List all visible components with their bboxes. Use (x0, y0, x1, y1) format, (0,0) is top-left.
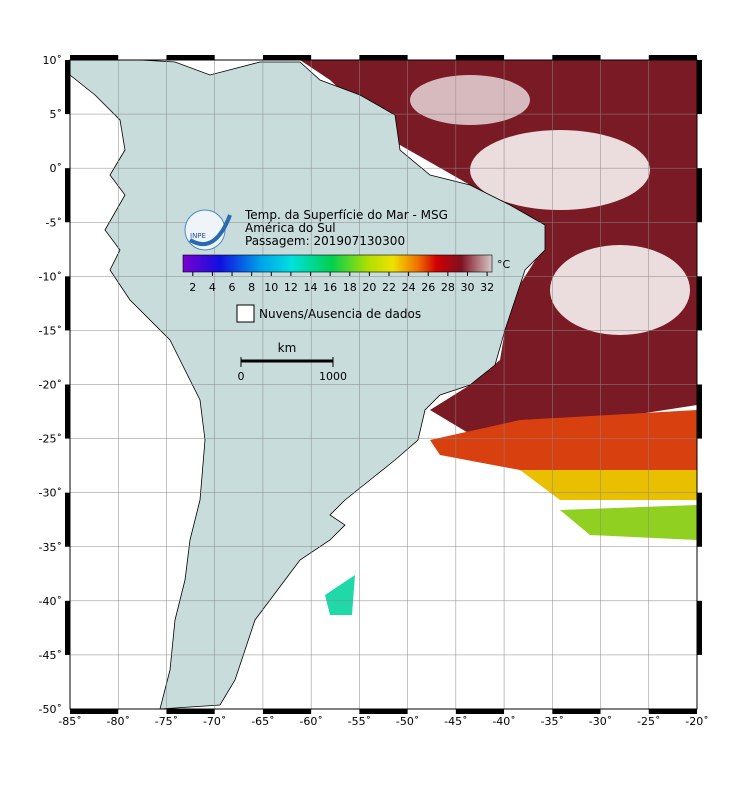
x-tick-label: -45˚ (444, 715, 467, 728)
frame-segment (697, 384, 702, 439)
x-tick-label: -65˚ (251, 715, 274, 728)
colorbar-tick-label: 32 (480, 281, 494, 294)
colorbar-tick-label: 28 (441, 281, 455, 294)
x-tick-label: -50˚ (396, 715, 419, 728)
frame-segment (697, 276, 702, 331)
x-tick-label: -70˚ (203, 715, 226, 728)
cloud (550, 245, 690, 335)
frame-segment (697, 60, 702, 115)
y-tick-label: 5˚ (50, 108, 63, 121)
y-tick-label: -40˚ (39, 595, 62, 608)
x-tick-label: -85˚ (58, 715, 81, 728)
colorbar-tick-label: 12 (284, 281, 298, 294)
frame-segment (697, 600, 702, 655)
x-tick-label: -40˚ (492, 715, 515, 728)
cloud (470, 130, 650, 210)
y-tick-label: -25˚ (39, 433, 62, 446)
frame-segment (359, 709, 408, 714)
y-tick-label: -35˚ (39, 541, 62, 554)
legend-swatch (236, 304, 255, 323)
colorbar-tick-label: 24 (402, 281, 416, 294)
frame-segment (65, 384, 70, 439)
frame-segment (70, 709, 119, 714)
scale-tick-label: 0 (238, 370, 245, 383)
frame-segment (552, 55, 601, 60)
y-tick-label: 0˚ (50, 162, 63, 175)
frame-segment (262, 709, 312, 714)
colorbar-unit: °C (497, 258, 511, 271)
sst-yellow (520, 470, 697, 500)
x-tick-label: -75˚ (155, 715, 178, 728)
frame-segment (455, 709, 505, 714)
frame-border (65, 55, 702, 714)
title: Temp. da Superfície do Mar - MSG (244, 208, 448, 222)
y-tick-label: -15˚ (39, 324, 62, 337)
frame-segment (65, 600, 70, 655)
colorbar-tick-label: 2 (189, 281, 196, 294)
y-tick-label: -10˚ (39, 270, 62, 283)
frame-segment (65, 60, 70, 115)
frame-segment (166, 709, 215, 714)
sst-cyan (325, 575, 355, 615)
colorbar-tick-label: 20 (362, 281, 376, 294)
colorbar-tick-label: 10 (264, 281, 278, 294)
y-tick-label: -45˚ (39, 649, 62, 662)
frame-segment (552, 709, 601, 714)
frame-segment (697, 492, 702, 547)
x-tick-label: -25˚ (637, 715, 660, 728)
frame-segment (65, 276, 70, 331)
subtitle: Passagem: 201907130300 (245, 234, 405, 248)
frame-segment (65, 492, 70, 547)
colorbar-tick-label: 4 (209, 281, 216, 294)
frame-segment (262, 55, 312, 60)
colorbar-tick-label: 16 (323, 281, 337, 294)
frame-segment (65, 168, 70, 223)
colorbar-tick-label: 6 (229, 281, 236, 294)
x-tick-label: -80˚ (106, 715, 129, 728)
y-tick-label: -30˚ (39, 487, 62, 500)
x-tick-label: -60˚ (299, 715, 322, 728)
colorbar (182, 254, 493, 273)
y-tick-label: -20˚ (39, 379, 62, 392)
map-body (70, 60, 697, 709)
colorbar-tick-label: 14 (304, 281, 318, 294)
logo-swoosh (188, 214, 232, 247)
frame-segment (648, 709, 697, 714)
y-tick-label: -50˚ (39, 703, 62, 716)
frame-segment (70, 55, 119, 60)
frame-segment (455, 55, 505, 60)
x-tick-label: -55˚ (348, 715, 371, 728)
cloud (410, 75, 530, 125)
y-tick-label: -5˚ (46, 216, 62, 229)
y-tick-label: 10˚ (43, 54, 63, 67)
colorbar-tick-label: 18 (343, 281, 357, 294)
colorbar-tick-label: 26 (421, 281, 435, 294)
frame-segment (359, 55, 408, 60)
scale-unit: km (278, 341, 297, 355)
colorbar-tick-label: 8 (248, 281, 255, 294)
scale-tick-label: 1000 (319, 370, 347, 383)
x-tick-label: -35˚ (541, 715, 564, 728)
x-tick-label: -30˚ (589, 715, 612, 728)
frame-segment (648, 55, 697, 60)
sst-orange (430, 410, 697, 470)
subtitle: América do Sul (245, 221, 336, 235)
colorbar-tick-label: 30 (460, 281, 474, 294)
grid (70, 60, 697, 709)
sst-green (560, 505, 697, 540)
x-tick-label: -20˚ (685, 715, 708, 728)
legend-label: Nuvens/Ausencia de dados (259, 307, 421, 321)
logo-text: INPE (190, 232, 206, 240)
frame-segment (697, 168, 702, 223)
frame-segment (166, 55, 215, 60)
colorbar-tick-label: 22 (382, 281, 396, 294)
